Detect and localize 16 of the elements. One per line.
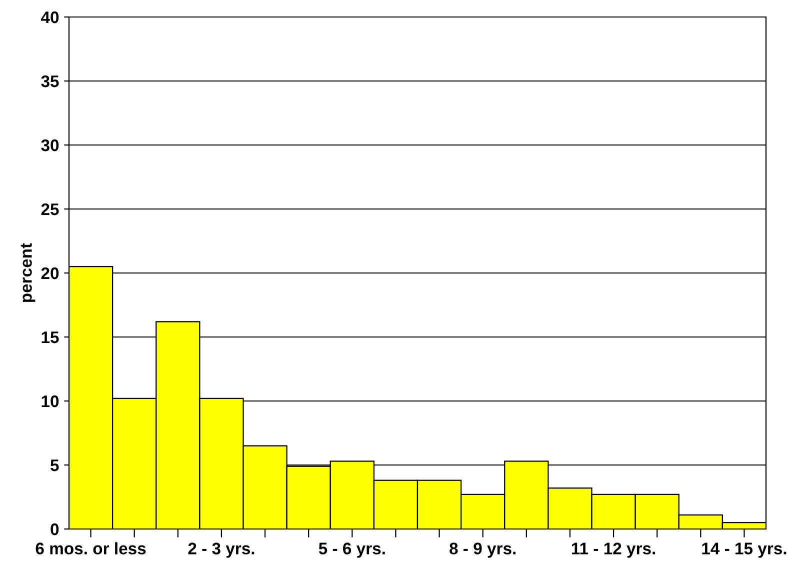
y-tick-label: 5 [50, 460, 59, 472]
y-tick-label: 15 [42, 332, 59, 344]
y-tick-label: 25 [41, 203, 59, 216]
x-tick-label: 14 - 15 yrs. [702, 542, 786, 558]
y-tick-label: 40 [40, 11, 59, 24]
x-tick-label: 2 - 3 yrs. [188, 542, 254, 558]
y-tick-label: 0 [50, 523, 59, 536]
y-tick-label: 20 [41, 267, 59, 280]
y-tick-label: 10 [42, 395, 59, 408]
x-tick-label: 5 - 6 yrs. [318, 542, 385, 558]
y-tick-label: 35 [41, 75, 59, 88]
y-axis-title: percent [20, 243, 36, 302]
x-tick-label: 8 - 9 yrs. [450, 542, 516, 558]
x-tick-label: 6 mos. or less [36, 542, 146, 554]
y-tick-label: 30 [41, 139, 59, 152]
x-tick-label: 11 - 12 yrs. [572, 542, 656, 558]
